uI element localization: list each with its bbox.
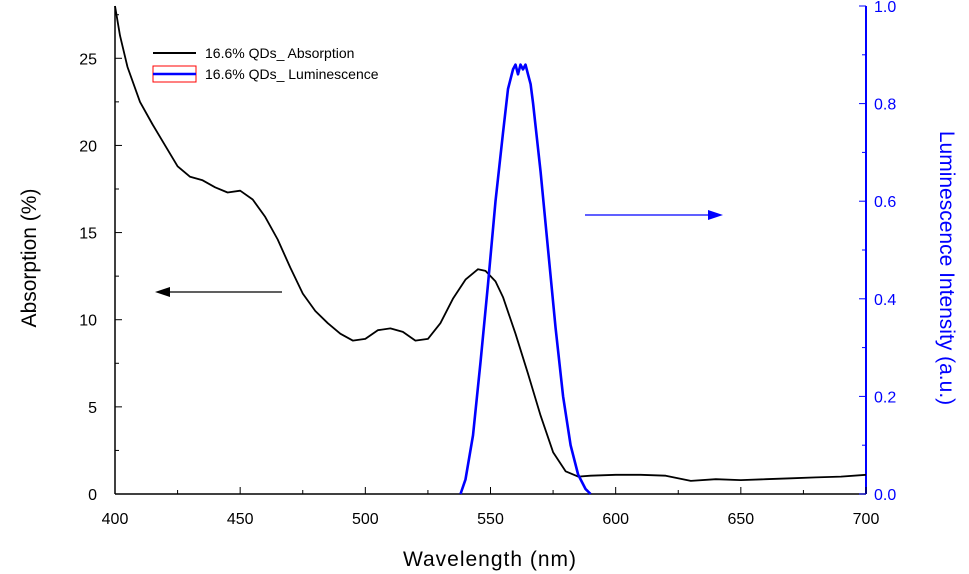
- right-y-tick-label: 0.8: [874, 97, 896, 114]
- absorption-series-line: [114, 5, 867, 482]
- legend-label-absorption: 16.6% QDs_ Absorption: [205, 45, 354, 61]
- x-tick-label: 650: [727, 511, 754, 528]
- x-tick-label: 400: [102, 511, 129, 528]
- luminescence-series-line: [459, 63, 592, 495]
- left-y-tick-label: 0: [88, 487, 97, 504]
- left-arrow-head: [155, 287, 170, 297]
- x-axis-ticks: 400 450 500 550 600 650 700: [102, 487, 880, 528]
- x-tick-label: 600: [602, 511, 629, 528]
- right-y-tick-label: 0.0: [874, 487, 896, 504]
- x-tick-label: 450: [227, 511, 254, 528]
- left-y-tick-label: 25: [79, 51, 97, 68]
- legend-label-luminescence: 16.6% QDs_ Luminescence: [205, 66, 379, 82]
- right-y-tick-label: 0.6: [874, 194, 896, 211]
- right-y-tick-label: 1.0: [874, 0, 896, 16]
- left-y-axis-ticks: 0 5 10 15 20 25: [79, 14, 122, 504]
- left-y-tick-label: 5: [88, 400, 97, 417]
- x-tick-label: 500: [352, 511, 379, 528]
- left-y-tick-label: 15: [79, 226, 97, 243]
- left-y-axis-title: Absorption (%): [18, 189, 41, 328]
- annotation-layer: [155, 210, 723, 297]
- right-y-tick-label: 0.2: [874, 389, 896, 406]
- right-arrow-head: [708, 210, 723, 220]
- left-y-tick-label: 20: [79, 138, 97, 155]
- right-y-tick-label: 0.4: [874, 292, 896, 309]
- x-tick-label: 550: [477, 511, 504, 528]
- x-tick-label: 700: [853, 511, 880, 528]
- legend: 16.6% QDs_ Absorption 16.6% QDs_ Luminesc…: [152, 45, 379, 83]
- left-y-tick-label: 10: [79, 313, 97, 330]
- right-y-axis-ticks: 0.0 0.2 0.4 0.6 0.8 1.0: [859, 0, 896, 504]
- series-layer: [114, 5, 867, 495]
- right-y-axis-title: Luminescence Intensity (a.u.): [935, 131, 958, 405]
- x-axis-title: Wavelength (nm): [403, 548, 577, 571]
